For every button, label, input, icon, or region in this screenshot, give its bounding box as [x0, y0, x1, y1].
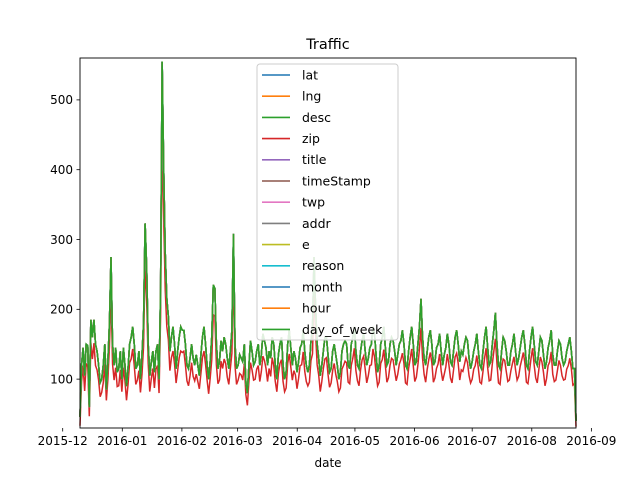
legend-box — [256, 63, 399, 341]
y-tick-label: 400 — [50, 163, 73, 177]
chart-title: Traffic — [305, 37, 350, 53]
y-axis: 100 200 300 400 500 — [50, 93, 80, 386]
legend-entry: zip — [302, 131, 320, 146]
x-tick-label: 2016-02 — [157, 434, 207, 448]
x-tick-label: 2016-08 — [507, 434, 557, 448]
y-tick-label: 500 — [50, 93, 73, 107]
x-tick-label: 2016-09 — [566, 434, 616, 448]
x-tick-label: 2016-04 — [272, 434, 322, 448]
x-axis-label: date — [314, 456, 341, 470]
legend-entry: day_of_week — [302, 322, 383, 337]
x-tick-label: 2016-07 — [447, 434, 497, 448]
y-tick-label: 200 — [50, 303, 73, 317]
legend-entry: desc — [302, 110, 331, 125]
legend-entry: hour — [302, 301, 331, 316]
series-layer — [79, 61, 577, 427]
legend: lat lng desc zip title timeStamp twp addr e reaso… — [256, 63, 399, 341]
legend-entry: reason — [302, 258, 344, 273]
series-line-day-of-week — [79, 61, 577, 422]
x-tick-label: 2016-05 — [330, 434, 380, 448]
legend-entry: e — [302, 237, 310, 252]
legend-entry: addr — [302, 216, 332, 231]
y-tick-label: 100 — [50, 372, 73, 386]
legend-entry: timeStamp — [302, 173, 371, 188]
legend-entry: twp — [302, 195, 325, 210]
plot-frame — [79, 57, 577, 429]
x-axis: 2015-12 2016-01 2016-02 2016-03 2016-04 2016-… — [38, 428, 616, 448]
x-tick-label: 2016-01 — [97, 434, 147, 448]
x-tick-label: 2016-03 — [213, 434, 263, 448]
series-line-zip — [79, 130, 577, 427]
legend-entry: title — [302, 152, 327, 167]
y-tick-label: 300 — [50, 233, 73, 247]
legend-entry: month — [302, 279, 343, 294]
legend-entry: lng — [302, 89, 321, 104]
legend-entry: lat — [302, 67, 318, 82]
x-tick-label: 2016-06 — [389, 434, 439, 448]
x-tick-label: 2015-12 — [38, 434, 88, 448]
